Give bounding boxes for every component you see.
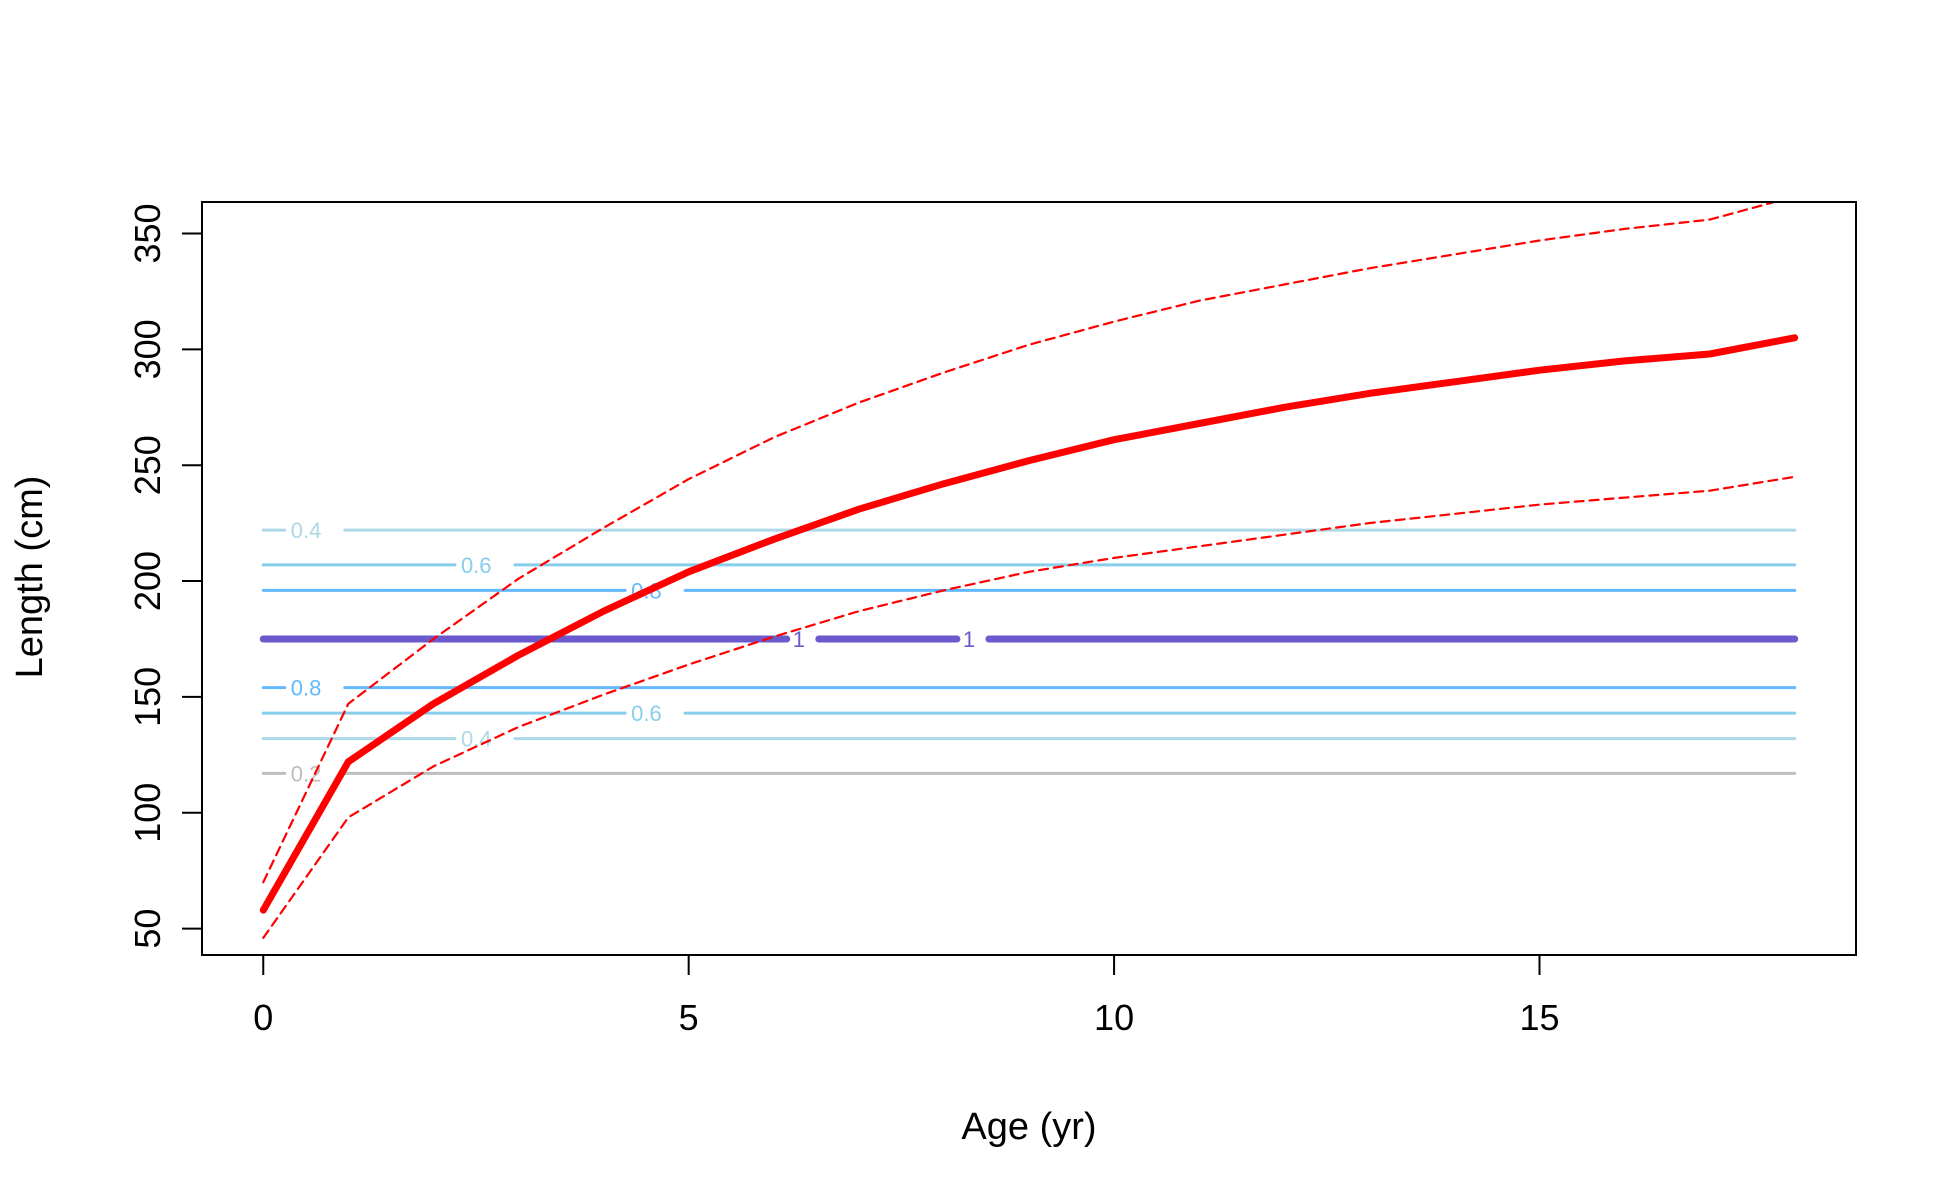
y-axis-label: Length (cm) [9,476,51,679]
y-tick-label: 350 [127,203,168,263]
contour-label: 0.6 [461,553,492,578]
contour-label: 0.2 [291,761,322,786]
y-tick-label: 200 [127,551,168,611]
series-lines [259,202,1799,939]
x-tick-label: 0 [253,997,273,1038]
x-tick-label: 15 [1519,997,1559,1038]
y-axis: 50 100 150 200 250 300 350 [127,203,203,949]
series-line-mean [259,334,1799,914]
contour-label: 0.4 [461,727,492,752]
contour-label: 0.6 [631,701,662,726]
y-tick-label: 300 [127,319,168,379]
y-tick-label: 100 [127,783,168,843]
series-line-lower [262,475,1796,939]
y-tick-label: 150 [127,667,168,727]
y-tick-label: 50 [127,909,168,949]
y-tick-label: 250 [127,435,168,495]
contour-label: 0.4 [291,518,322,543]
contour-label: 0.8 [291,676,322,701]
x-tick-label: 5 [679,997,699,1038]
plot-frame [201,201,1857,956]
x-tick-label: 10 [1094,997,1134,1038]
x-axis: 0 5 10 15 [253,954,1560,1038]
contour-lines: 0.40.60.81 10.80.60.40.2 [259,518,1799,786]
x-axis-label: Age (yr) [961,1106,1096,1148]
contour-label: 1 [963,627,975,652]
contour-label: 1 [793,627,805,652]
series-line-upper [262,202,1779,884]
